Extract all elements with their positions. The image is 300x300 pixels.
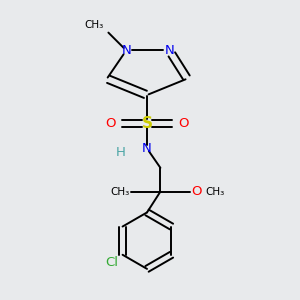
Text: N: N <box>142 142 152 155</box>
Text: O: O <box>178 117 189 130</box>
Text: S: S <box>142 116 152 131</box>
Text: N: N <box>164 44 174 57</box>
Text: N: N <box>121 44 131 57</box>
Text: H: H <box>115 146 125 160</box>
Text: O: O <box>105 117 116 130</box>
Text: CH₃: CH₃ <box>205 187 224 196</box>
Text: CH₃: CH₃ <box>85 20 104 30</box>
Text: O: O <box>192 185 202 198</box>
Text: CH₃: CH₃ <box>110 187 129 196</box>
Text: Cl: Cl <box>105 256 118 269</box>
